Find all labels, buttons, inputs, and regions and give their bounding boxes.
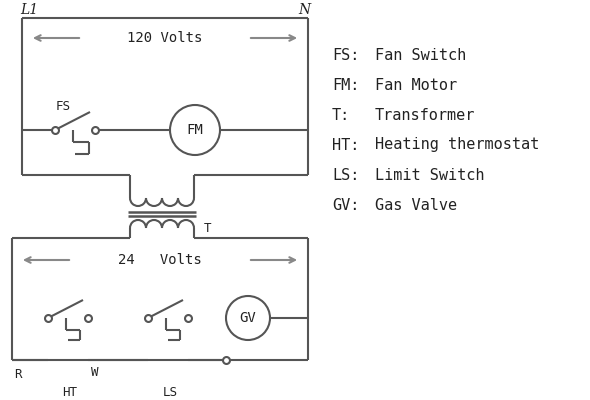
Text: HT:: HT: bbox=[332, 138, 359, 152]
Text: Heating thermostat: Heating thermostat bbox=[375, 138, 539, 152]
Text: Gas Valve: Gas Valve bbox=[375, 198, 457, 212]
Text: FS: FS bbox=[55, 100, 70, 112]
Text: Fan Switch: Fan Switch bbox=[375, 48, 466, 62]
Text: FS:: FS: bbox=[332, 48, 359, 62]
Text: W: W bbox=[91, 366, 99, 378]
Text: Transformer: Transformer bbox=[375, 108, 476, 122]
Text: T: T bbox=[204, 222, 211, 234]
Text: 24   Volts: 24 Volts bbox=[118, 253, 202, 267]
Text: L1: L1 bbox=[20, 3, 38, 17]
Text: FM:: FM: bbox=[332, 78, 359, 92]
Text: LS: LS bbox=[162, 386, 178, 398]
Text: T:: T: bbox=[332, 108, 350, 122]
Text: HT: HT bbox=[63, 386, 77, 398]
Text: 120 Volts: 120 Volts bbox=[127, 31, 203, 45]
Text: R: R bbox=[14, 368, 21, 380]
Text: FM: FM bbox=[186, 123, 204, 137]
Text: GV:: GV: bbox=[332, 198, 359, 212]
Text: Limit Switch: Limit Switch bbox=[375, 168, 484, 182]
Text: Fan Motor: Fan Motor bbox=[375, 78, 457, 92]
Text: GV: GV bbox=[240, 311, 257, 325]
Text: N: N bbox=[298, 3, 310, 17]
Text: LS:: LS: bbox=[332, 168, 359, 182]
